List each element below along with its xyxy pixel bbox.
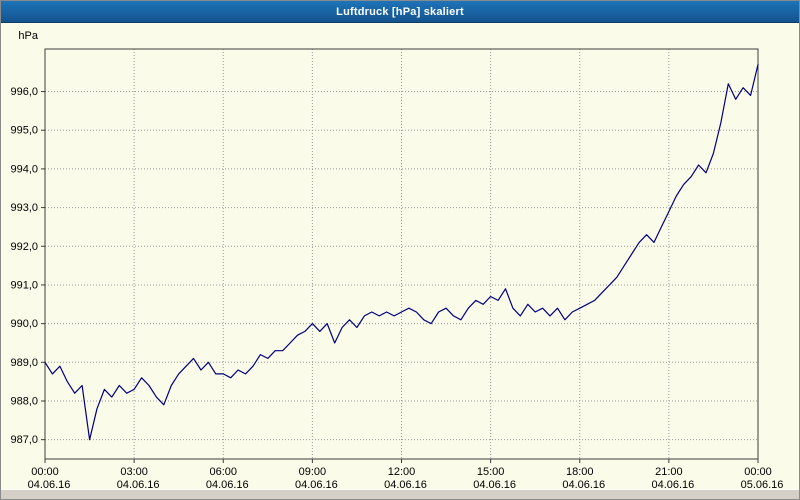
window-titlebar: Luftdruck [hPa] skaliert [1,1,799,23]
y-tick-label: 994,0 [10,163,38,175]
y-tick-label: 995,0 [10,125,38,137]
window-title: Luftdruck [hPa] skaliert [336,5,464,18]
pressure-line-series [44,63,759,441]
y-tick-label: 992,0 [10,241,38,253]
x-tick-date-label: 04.06.16 [206,479,249,489]
y-tick-label: 996,0 [10,86,38,98]
horizontal-scrollbar[interactable] [1,489,799,499]
y-tick-label: 988,0 [10,395,38,407]
x-tick-time-label: 21:00 [655,466,683,478]
pressure-chart: 987,0 988,0 989,0 990,0 991,0 992,0 993,0 994,0… [1,23,799,489]
x-tick-time-label: 12:00 [388,466,416,478]
x-tick-date-label: 04.06.16 [384,479,427,489]
y-tick-label: 987,0 [10,434,38,446]
x-tick-time-label: 15:00 [477,466,505,478]
x-tick-date-label: 04.06.16 [651,479,694,489]
x-tick-date-label: 04.06.16 [295,479,338,489]
plot-border [44,48,759,460]
x-tick-time-label: 00:00 [744,466,772,478]
y-axis-unit-label: hPa [18,30,38,42]
y-tick-label: 989,0 [10,357,38,369]
x-tick-date-label: 04.06.16 [117,479,160,489]
x-tick-date-label: 04.06.16 [473,479,516,489]
x-tick-time-label: 00:00 [31,466,59,478]
x-tick-time-label: 06:00 [209,466,237,478]
x-tick-date-label: 04.06.16 [562,479,605,489]
x-tick-date-label: 04.06.16 [28,479,71,489]
x-tick-time-label: 03:00 [120,466,148,478]
y-tick-label: 991,0 [10,279,38,291]
y-tick-label: 990,0 [10,318,38,330]
x-tick-date-label: 05.06.16 [741,479,784,489]
x-tick-time-label: 09:00 [299,466,327,478]
chart-canvas: 987,0 988,0 989,0 990,0 991,0 992,0 993,0 994,0… [10,30,784,489]
y-tick-label: 993,0 [10,202,38,214]
x-tick-time-label: 18:00 [566,466,594,478]
